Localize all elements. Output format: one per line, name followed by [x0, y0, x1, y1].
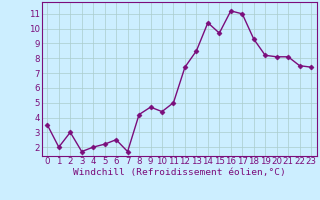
X-axis label: Windchill (Refroidissement éolien,°C): Windchill (Refroidissement éolien,°C) — [73, 168, 285, 177]
